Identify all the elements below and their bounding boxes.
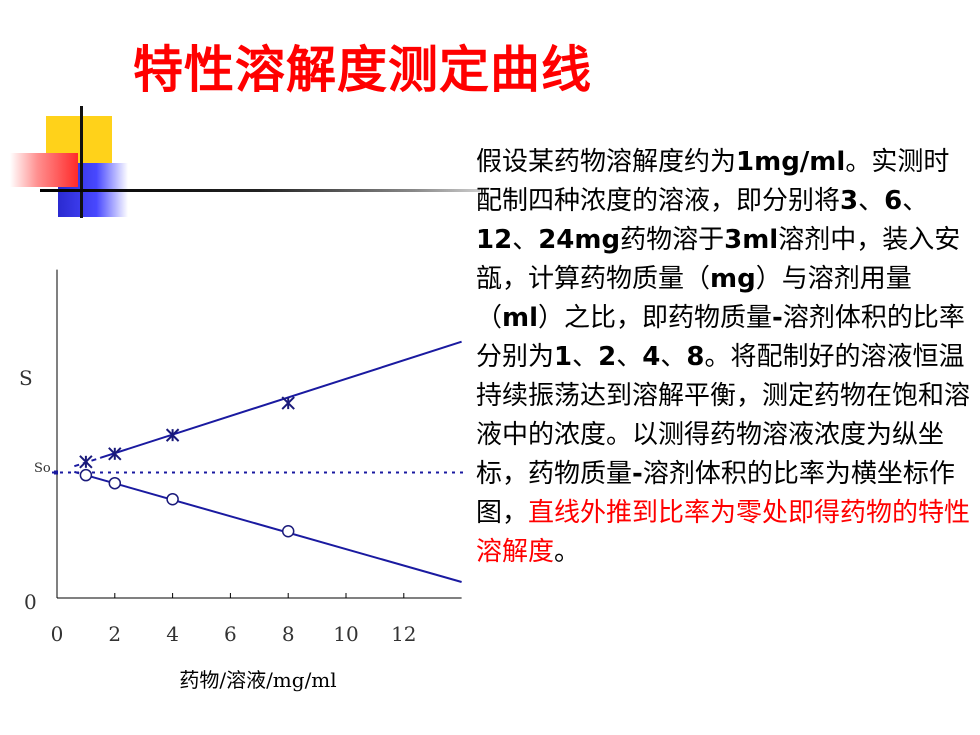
paragraph-segment: 直线外推到比率为零处即得药物的特性溶解度 <box>476 498 971 567</box>
fit-line <box>85 474 462 583</box>
x-tick-label: 10 <box>333 622 358 646</box>
paragraph-segment: 24mg <box>538 225 621 255</box>
paragraph-segment: ）与溶剂用量（ <box>476 264 912 333</box>
paragraph-segment: 溶剂体积的比率为横坐标作图， <box>476 459 955 528</box>
asterisk-data-point <box>108 447 122 461</box>
paragraph-segment: 。将配制好的溶液恒温持续振荡达到溶解平衡，测定药物在饱和溶液中的浓度。以测得药物… <box>476 342 971 489</box>
circle-data-point <box>79 468 93 482</box>
fit-line <box>100 340 462 459</box>
paragraph-segment: 、 <box>616 342 643 372</box>
deco-vertical-line <box>80 106 83 218</box>
paragraph-segment: 3 <box>840 186 859 216</box>
paragraph-segment: 、 <box>512 225 539 255</box>
so-reference-label: So <box>34 461 51 476</box>
x-tick-label: 12 <box>391 622 416 646</box>
x-tick-label: 2 <box>108 622 121 646</box>
paragraph-segment: 12 <box>476 225 513 255</box>
paragraph-segment: 假设某药物溶解度约为 <box>476 147 737 177</box>
paragraph-segment: 4 <box>642 342 661 372</box>
y-axis-label: S <box>19 366 33 390</box>
circle-data-point <box>108 476 122 490</box>
paragraph-segment: 、 <box>660 342 687 372</box>
paragraph-segment: 1 <box>554 342 573 372</box>
paragraph-segment: 、 <box>572 342 599 372</box>
paragraph-segment: 1mg/ml <box>736 147 846 177</box>
slide-title: 特性溶解度测定曲线 <box>133 41 592 99</box>
deco-red-square <box>10 153 78 187</box>
paragraph-segment: 。实测时配制四种浓度的溶液，即分别将 <box>476 147 950 216</box>
paragraph-segment: 2 <box>598 342 617 372</box>
paragraph-segment: 。 <box>554 537 581 567</box>
asterisk-data-point <box>281 396 295 410</box>
paragraph-segment: 3ml <box>724 225 779 255</box>
x-tick-label: 0 <box>51 622 64 646</box>
x-axis-label: 药物/溶液/mg/ml <box>179 668 336 692</box>
circle-data-point <box>166 492 179 506</box>
paragraph-segment: - <box>772 303 783 333</box>
y-tick-label: 0 <box>24 590 37 614</box>
paragraph-segment: 、 <box>902 186 929 216</box>
paragraph-segment: ml <box>502 303 539 333</box>
deco-horizontal-line <box>40 189 480 192</box>
paragraph-segment: mg <box>710 264 756 294</box>
paragraph-segment: ）之比，即药物质量 <box>538 303 773 333</box>
paragraph-segment: 药物溶于 <box>620 225 725 255</box>
paragraph-segment: - <box>632 459 643 489</box>
x-tick-label: 6 <box>224 622 237 646</box>
so-marker <box>54 470 58 475</box>
asterisk-data-point <box>165 428 180 442</box>
paragraph-segment: 8 <box>686 342 705 372</box>
x-tick-label: 8 <box>282 622 295 646</box>
asterisk-data-point <box>79 455 93 469</box>
description-paragraph: 假设某药物溶解度约为1mg/ml。实测时配制四种浓度的溶液，即分别将3、6、12… <box>476 143 974 572</box>
solubility-chart: 0 2 4 6 8 10 12 S 药物/溶液/mg/ml So 0 <box>19 269 466 692</box>
paragraph-segment: 6 <box>884 186 903 216</box>
paragraph-segment: 、 <box>858 186 885 216</box>
paragraph-segment: 溶剂中，装入安瓿，计算药物质量（ <box>476 225 961 294</box>
circle-data-point <box>281 525 295 538</box>
paragraph-segment: 溶剂体积的比率分别为 <box>476 303 965 372</box>
x-tick-label: 4 <box>166 622 179 646</box>
